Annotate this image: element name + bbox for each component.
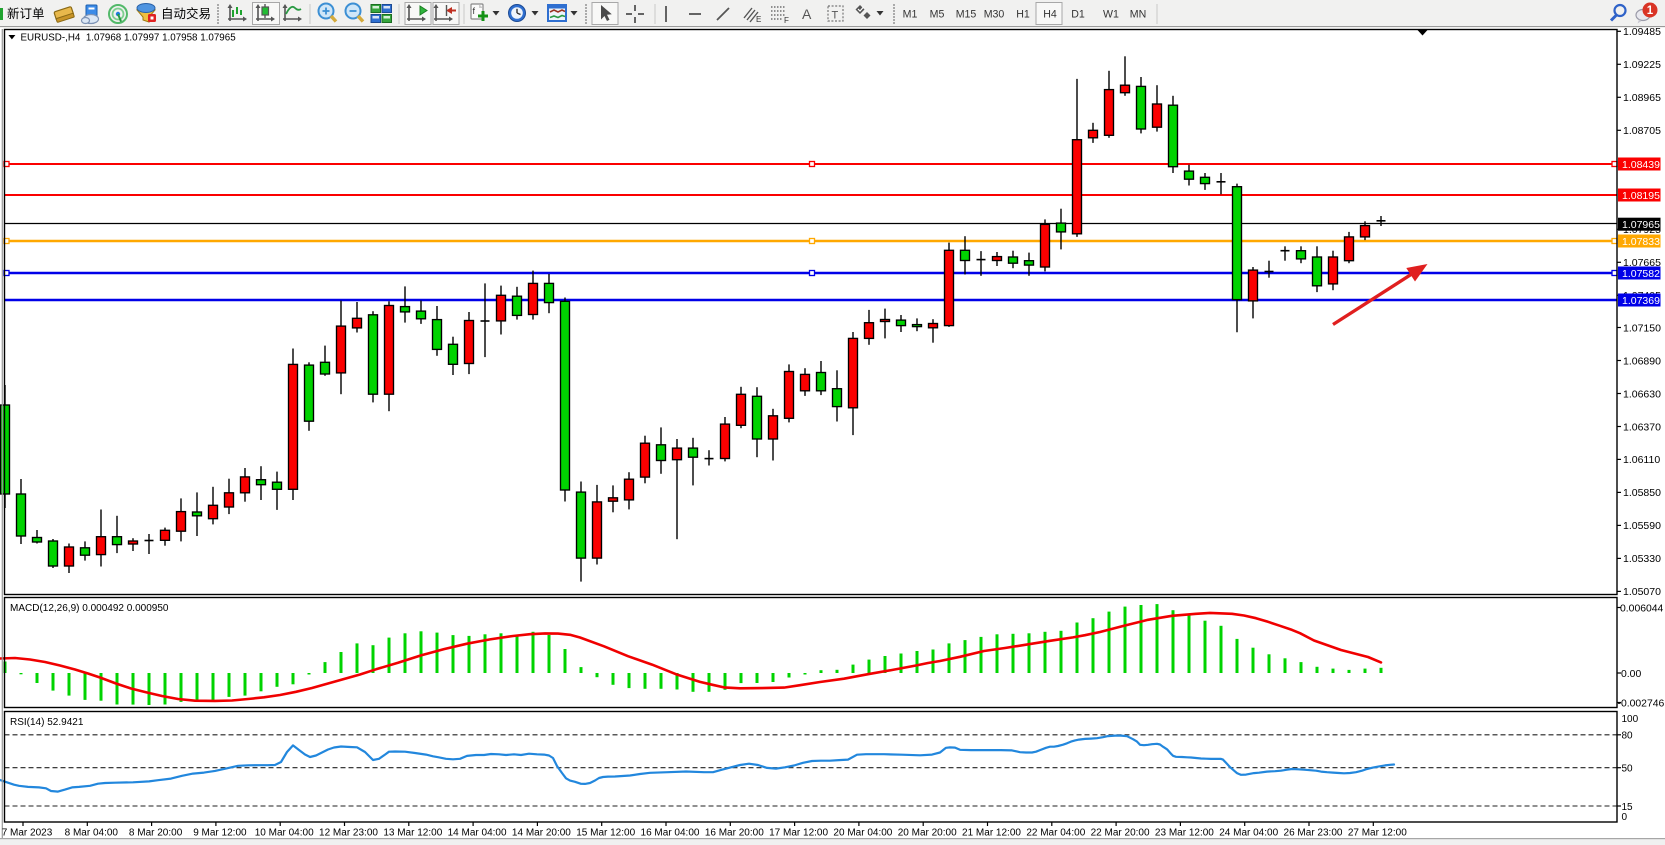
svg-text:1.07965: 1.07965 xyxy=(1622,219,1660,231)
svg-text:1.07369: 1.07369 xyxy=(1622,295,1660,307)
svg-text:8 Mar 04:00: 8 Mar 04:00 xyxy=(65,828,119,839)
svg-text:1.05330: 1.05330 xyxy=(1623,553,1661,565)
svg-text:1.09485: 1.09485 xyxy=(1623,28,1661,38)
svg-text:M30: M30 xyxy=(984,8,1005,20)
svg-text:16 Mar 04:00: 16 Mar 04:00 xyxy=(641,828,700,839)
svg-text:A: A xyxy=(802,6,812,22)
svg-text:24 Mar 04:00: 24 Mar 04:00 xyxy=(1219,828,1278,839)
svg-text:100: 100 xyxy=(1622,714,1639,725)
svg-text:1.08705: 1.08705 xyxy=(1623,125,1661,137)
svg-text:1.07665: 1.07665 xyxy=(1623,257,1661,269)
svg-text:M1: M1 xyxy=(903,8,918,20)
svg-text:17 Mar 12:00: 17 Mar 12:00 xyxy=(769,828,828,839)
svg-text:20 Mar 20:00: 20 Mar 20:00 xyxy=(898,828,957,839)
svg-text:22 Mar 20:00: 22 Mar 20:00 xyxy=(1091,828,1150,839)
svg-text:7 Mar 2023: 7 Mar 2023 xyxy=(2,828,53,839)
svg-text:1.05590: 1.05590 xyxy=(1623,520,1661,532)
svg-text:1.08965: 1.08965 xyxy=(1623,92,1661,104)
svg-text:D1: D1 xyxy=(1071,8,1085,20)
svg-text:1.07582: 1.07582 xyxy=(1622,268,1660,280)
svg-text:EURUSD-,H4 1.07968 1.07997 1.: EURUSD-,H4 1.07968 1.07997 1.07958 1.079… xyxy=(21,33,237,44)
svg-text:H1: H1 xyxy=(1016,8,1030,20)
svg-text:1.06370: 1.06370 xyxy=(1623,421,1661,433)
svg-text:9 Mar 12:00: 9 Mar 12:00 xyxy=(193,828,247,839)
svg-text:1.06110: 1.06110 xyxy=(1623,454,1660,466)
svg-text:1.05070: 1.05070 xyxy=(1623,586,1661,598)
svg-text:f: f xyxy=(473,6,476,16)
svg-text:1.06630: 1.06630 xyxy=(1623,388,1661,400)
svg-text:0: 0 xyxy=(1622,812,1628,823)
svg-text:26 Mar 23:00: 26 Mar 23:00 xyxy=(1284,828,1343,839)
svg-text:22 Mar 04:00: 22 Mar 04:00 xyxy=(1026,828,1085,839)
svg-text:RSI(14) 52.9421: RSI(14) 52.9421 xyxy=(10,717,84,728)
svg-text:1.07833: 1.07833 xyxy=(1622,236,1660,248)
svg-text:21 Mar 12:00: 21 Mar 12:00 xyxy=(962,828,1021,839)
svg-text:14 Mar 04:00: 14 Mar 04:00 xyxy=(448,828,507,839)
svg-text:1.05850: 1.05850 xyxy=(1623,487,1661,499)
svg-text:10 Mar 04:00: 10 Mar 04:00 xyxy=(255,828,314,839)
svg-text:W1: W1 xyxy=(1103,8,1119,20)
svg-text:M5: M5 xyxy=(930,8,945,20)
svg-text:1.06890: 1.06890 xyxy=(1623,355,1661,367)
svg-text:14 Mar 20:00: 14 Mar 20:00 xyxy=(512,828,571,839)
svg-text:新订单: 新订单 xyxy=(7,6,45,21)
svg-text:16 Mar 20:00: 16 Mar 20:00 xyxy=(705,828,764,839)
svg-text:自动交易: 自动交易 xyxy=(161,6,211,21)
svg-text:H4: H4 xyxy=(1043,8,1057,20)
svg-text:MN: MN xyxy=(1130,8,1146,20)
svg-text:13 Mar 12:00: 13 Mar 12:00 xyxy=(383,828,442,839)
svg-text:1.08195: 1.08195 xyxy=(1622,190,1660,202)
svg-text:0.006044: 0.006044 xyxy=(1620,604,1664,615)
svg-text:E: E xyxy=(756,15,761,24)
svg-text:80: 80 xyxy=(1622,731,1634,742)
svg-text:-0.002746: -0.002746 xyxy=(1618,699,1665,710)
svg-text:12 Mar 23:00: 12 Mar 23:00 xyxy=(319,828,378,839)
svg-text:1.08439: 1.08439 xyxy=(1622,159,1660,171)
svg-text:20 Mar 04:00: 20 Mar 04:00 xyxy=(833,828,892,839)
svg-text:M15: M15 xyxy=(956,8,977,20)
svg-text:1: 1 xyxy=(1647,5,1654,17)
svg-text:1.09225: 1.09225 xyxy=(1623,59,1661,71)
svg-text:15: 15 xyxy=(1622,802,1634,813)
svg-text:T: T xyxy=(832,10,839,22)
svg-text:23 Mar 12:00: 23 Mar 12:00 xyxy=(1155,828,1214,839)
svg-text:1.07150: 1.07150 xyxy=(1623,322,1661,334)
svg-text:8 Mar 20:00: 8 Mar 20:00 xyxy=(129,828,183,839)
svg-text:F: F xyxy=(784,16,789,25)
svg-text:27 Mar 12:00: 27 Mar 12:00 xyxy=(1348,828,1407,839)
svg-text:0.00: 0.00 xyxy=(1621,669,1641,680)
svg-text:MACD(12,26,9) 0.000492 0.00095: MACD(12,26,9) 0.000492 0.000950 xyxy=(10,603,169,614)
svg-text:50: 50 xyxy=(1622,764,1634,775)
svg-text:15 Mar 12:00: 15 Mar 12:00 xyxy=(576,828,635,839)
